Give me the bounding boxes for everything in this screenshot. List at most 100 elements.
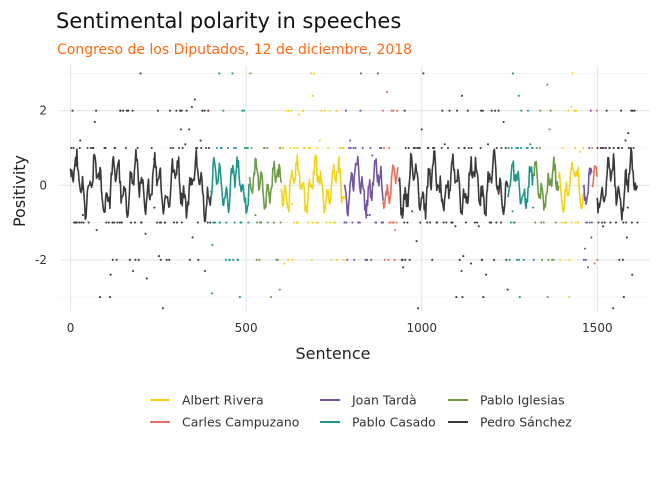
sentence-point [193,98,196,101]
sentence-point [342,146,345,150]
sentence-point [456,109,459,112]
sentence-point [318,139,321,142]
sentence-point [175,109,178,112]
sentence-point [104,146,107,150]
sentence-point [119,109,122,112]
sentence-point [80,221,83,224]
sentence-point [516,258,519,261]
sentence-point [416,146,419,150]
sentence-point [624,139,627,142]
sentence-point [515,146,518,150]
sentence-point [358,221,361,224]
sentence-point [219,221,222,224]
sentence-point [630,109,633,112]
sentence-point [571,72,574,75]
sentence-point [614,221,618,224]
sentence-point [395,221,398,224]
sentence-point [157,255,161,258]
sentence-point [426,221,429,224]
sentence-point [109,273,112,276]
sentence-point [293,146,296,150]
sentence-point [327,146,330,150]
sentence-point [285,109,288,112]
sentence-point [296,146,299,150]
sentence-point [455,296,458,299]
sentence-point [113,221,116,224]
series-line [343,155,384,219]
sentence-point [418,146,421,150]
sentence-point [570,221,573,224]
sentence-point [508,258,511,261]
sentence-point [275,258,278,261]
sentence-point [532,258,535,261]
sentence-point [415,240,418,243]
sentence-point [236,258,240,261]
sentence-point [70,146,73,150]
sentence-point [178,146,181,150]
sentence-point [172,146,175,150]
sentence-point [559,258,562,261]
sentence-point [75,221,78,224]
sentence-point [303,146,306,150]
sentence-point [396,109,399,112]
sentence-point [499,221,502,224]
sentence-point [197,258,200,261]
sentence-point [206,221,209,224]
sentence-point [136,146,139,150]
sentence-point [458,258,461,261]
sentence-point [297,113,300,116]
sentence-point [133,221,136,224]
sentence-point [87,221,90,224]
sentence-point [574,221,577,224]
sentence-point [283,262,286,265]
sentence-point [621,258,624,261]
sentence-point [243,146,246,150]
sentence-point [276,258,280,261]
sentence-point [335,109,338,112]
sentence-point [207,109,210,112]
sentence-point [260,221,263,224]
sentence-point [201,109,204,112]
sentence-point [79,139,82,142]
legend-label: Pedro Sánchez [480,415,572,430]
sentence-point [495,146,498,150]
sentence-point [535,146,538,150]
sentence-point [554,221,557,224]
x-tick-label: 1000 [406,321,437,335]
sentence-point [343,221,346,224]
sentence-point [602,146,605,150]
sentence-point [527,109,530,112]
sentence-point [228,258,231,261]
x-tick-label: 500 [235,321,258,335]
sentence-point [481,258,484,261]
sentence-point [249,72,252,75]
sentence-point [240,221,243,224]
sentence-point [480,109,483,112]
sentence-point [144,232,147,235]
sentence-point [419,221,422,224]
sentence-point [296,221,299,224]
sentence-point [445,221,448,224]
sentence-point [375,221,378,224]
sentence-point [137,258,140,261]
sentence-point [387,258,390,261]
sentence-point [278,288,281,291]
sentence-point [71,109,74,112]
sentence-point [618,258,621,261]
sentence-point [359,72,363,75]
sentence-point [539,109,542,112]
sentence-point [631,109,634,112]
sentence-point [403,221,406,224]
sentence-point [222,109,225,112]
sentence-point [287,109,290,112]
chart-title: Sentimental polarity in speeches [56,9,401,33]
legend-item: Joan Tardà [320,393,417,408]
sentence-point [72,146,75,150]
sentence-point [585,221,588,224]
sentence-point [215,146,218,150]
sentence-point [406,221,409,224]
sentence-point [627,146,630,150]
series-line [507,160,535,210]
sentence-point [403,109,406,112]
